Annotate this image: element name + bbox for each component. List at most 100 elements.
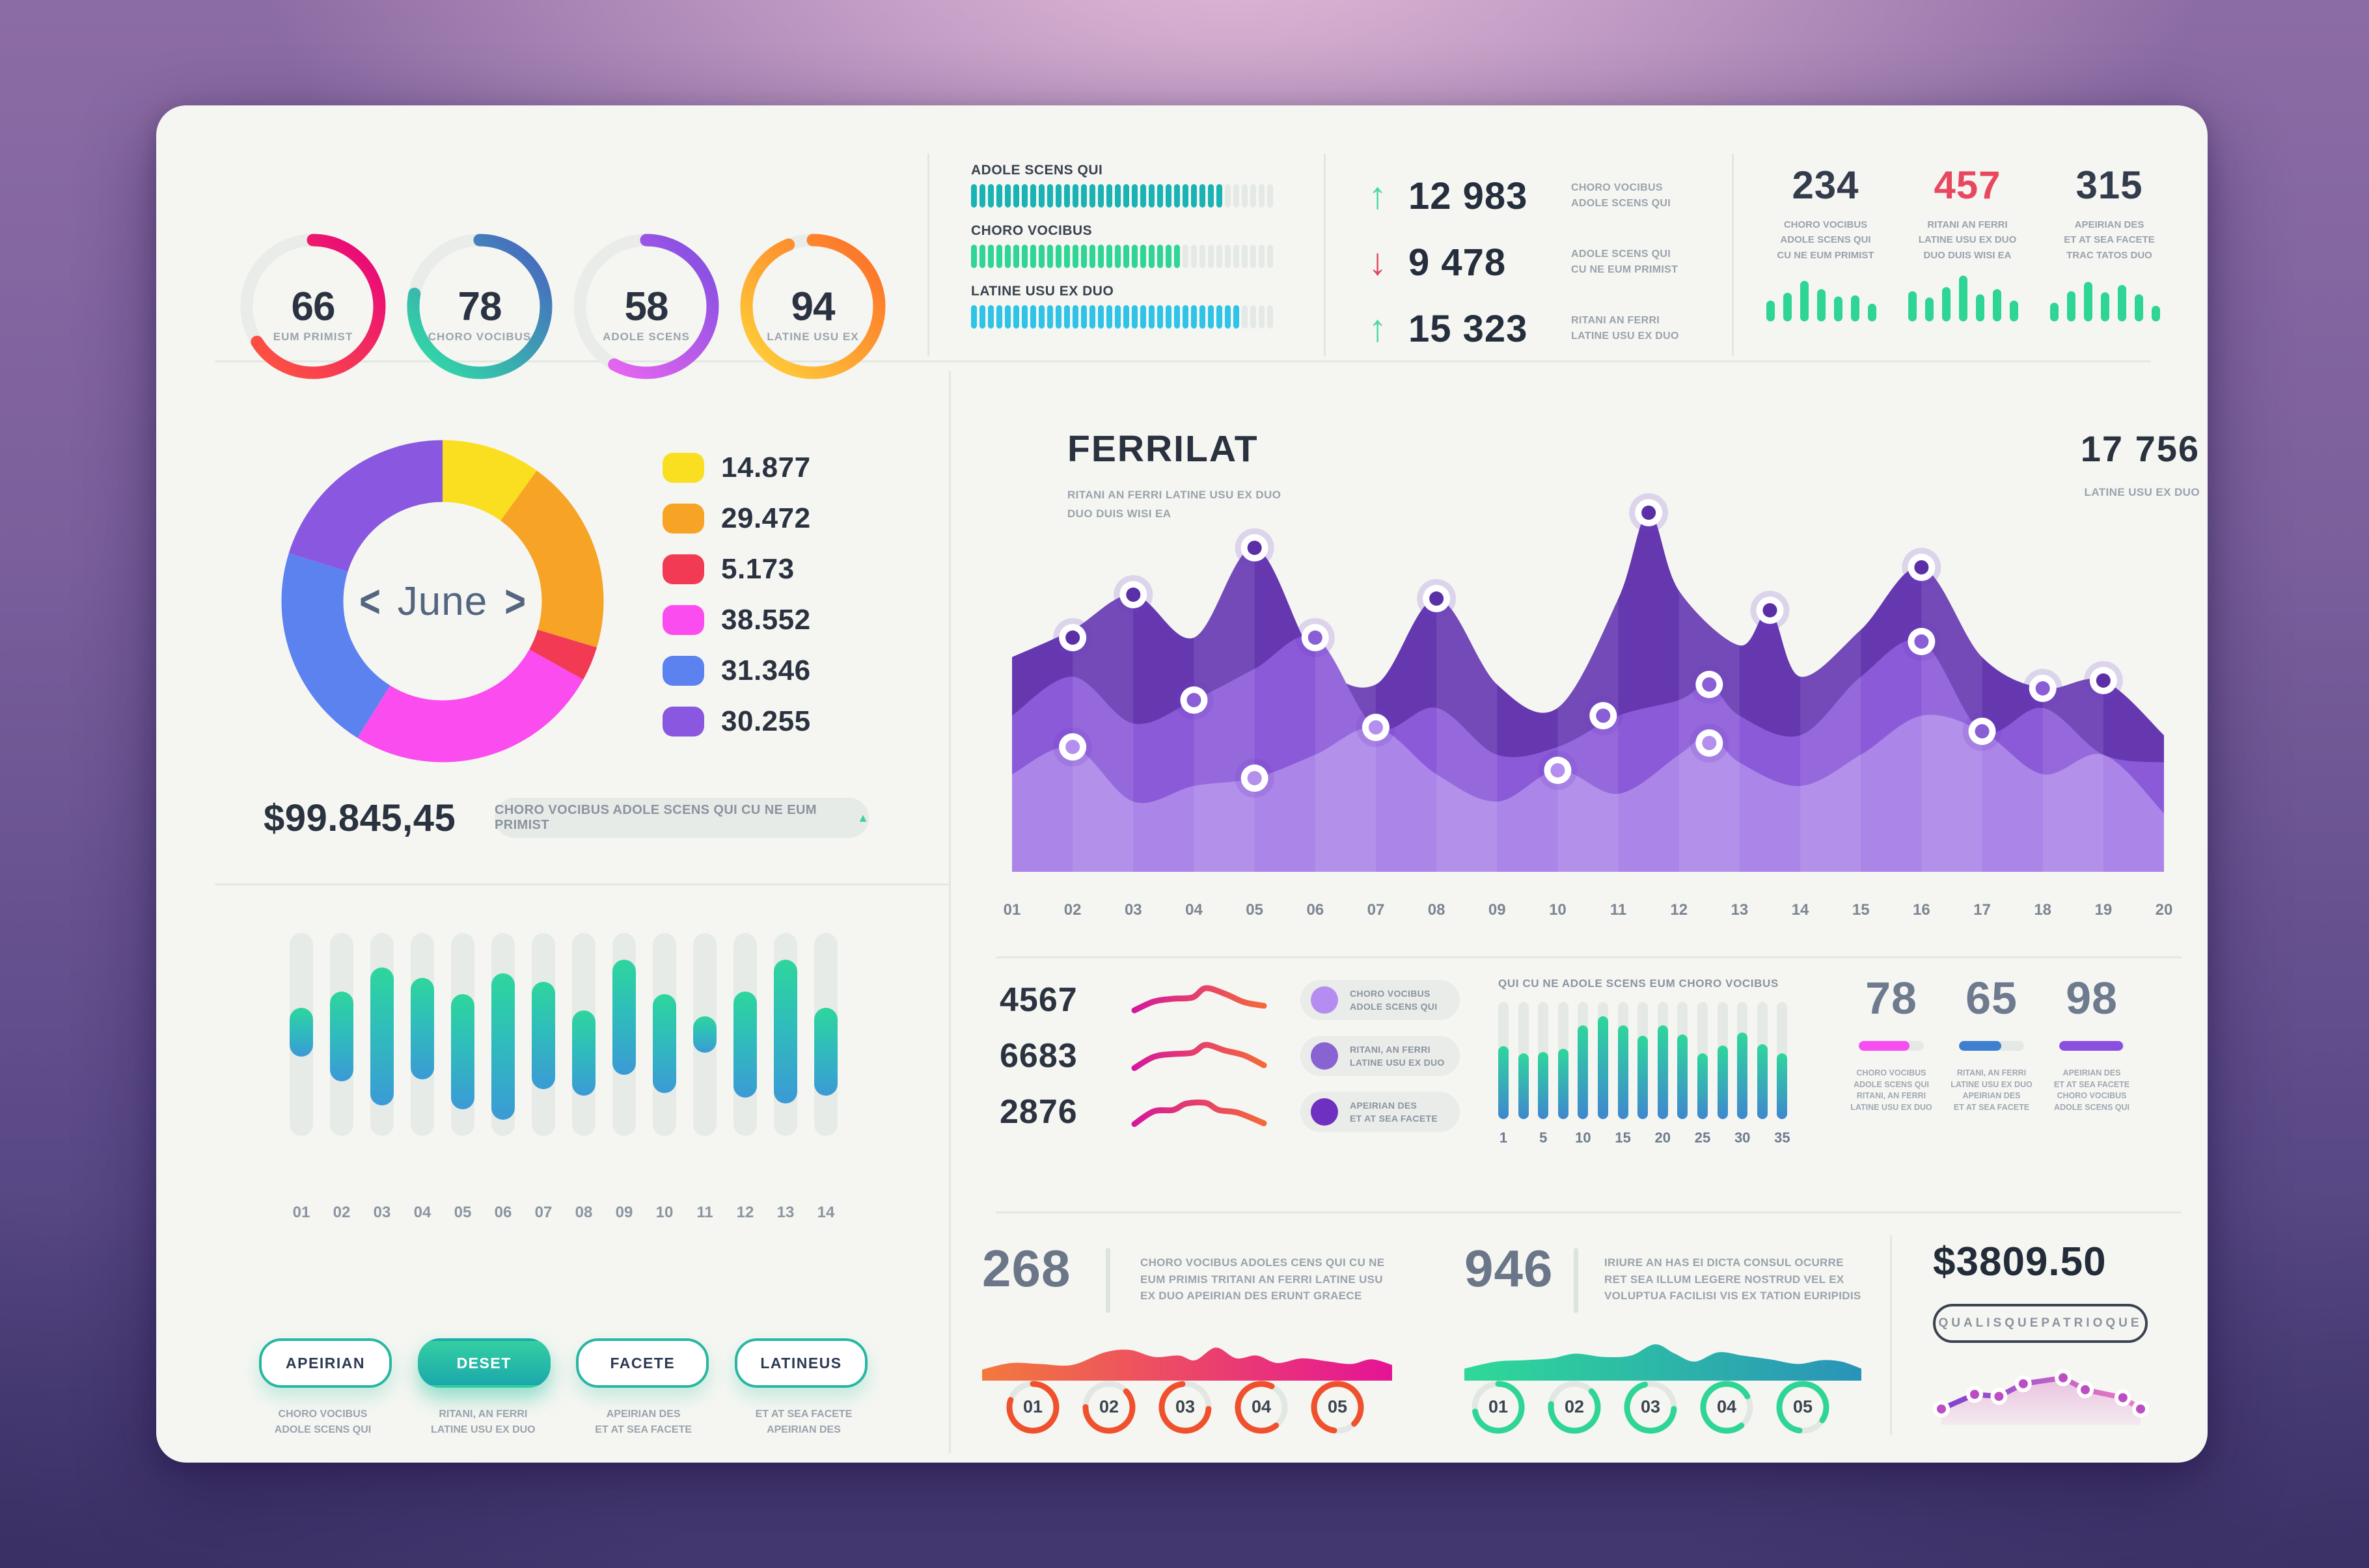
sparkline-value: 6683 — [1000, 1037, 1078, 1075]
progress-dot — [1106, 245, 1112, 268]
divider — [1732, 154, 1734, 357]
step-ring-03[interactable]: 03 — [1623, 1379, 1678, 1435]
money-pill-button[interactable]: QUALISQUEPATRIOQUE — [1933, 1304, 2148, 1343]
legend-pill: APEIRIAN DES ET AT SEA FACETE — [1300, 1092, 1460, 1132]
number-stats: 234 CHORO VOCIBUS ADOLE SCENS QUI CU NE EUM… — [1760, 163, 2180, 327]
candle-label: 05 — [454, 1204, 472, 1221]
progress-dot — [971, 305, 977, 329]
progress-dot — [1115, 245, 1121, 268]
progress-dot — [1259, 305, 1265, 329]
note-text: CHORO VOCIBUS ADOLE SCENS QUI CU NE EUM … — [495, 803, 817, 832]
progress-dot — [1208, 305, 1214, 329]
progress-dot — [1022, 245, 1028, 268]
step-ring-svg — [1700, 1381, 1753, 1434]
progress-dot — [1149, 245, 1155, 268]
gauge-label: LATINE USU EX — [767, 331, 859, 343]
progress-dot — [1149, 184, 1155, 208]
mini-bar-fill — [1737, 1032, 1748, 1119]
progress-stat-fill — [1859, 1041, 1910, 1051]
progress-dot — [1216, 245, 1222, 268]
legend-swatch — [663, 453, 704, 483]
svg-text:19: 19 — [2094, 901, 2112, 919]
step-ring-01[interactable]: 01 — [1005, 1379, 1061, 1435]
progress-dot — [1064, 305, 1070, 329]
button-facete[interactable]: FACETE — [576, 1338, 709, 1388]
mini-bar-fill — [1717, 1045, 1728, 1119]
area-946-svg — [1464, 1344, 1861, 1381]
step-ring-svg — [1776, 1381, 1829, 1434]
progress-dot — [1022, 305, 1028, 329]
progress-dot — [1242, 245, 1248, 268]
button-apeirian[interactable]: APEIRIAN — [259, 1338, 392, 1388]
arrow-stat-value: 15 323 — [1408, 307, 1528, 350]
candle-bar — [612, 959, 636, 1075]
stat-268-text: CHORO VOCIBUS ADOLES CENS QUI CU NE EUM … — [1140, 1256, 1385, 1302]
step-ring-number: 04 — [1251, 1397, 1272, 1416]
progress-dot — [1098, 245, 1104, 268]
step-ring-05[interactable]: 05 — [1775, 1379, 1831, 1435]
gauge-ring — [407, 234, 553, 379]
step-ring-05[interactable]: 05 — [1309, 1379, 1365, 1435]
mini-bar-chart-bars — [1498, 1002, 1798, 1119]
progress-dot — [1140, 184, 1146, 208]
step-ring-number: 05 — [1327, 1397, 1348, 1416]
step-ring-02[interactable]: 02 — [1546, 1379, 1602, 1435]
step-ring-number: 01 — [1488, 1397, 1509, 1416]
area-268-svg — [982, 1347, 1392, 1381]
legend-item: 29.472 — [663, 493, 811, 544]
button-caption-apeirian: CHORO VOCIBUS ADOLE SCENS QUI — [274, 1409, 372, 1435]
chart-subtitle: RITANI AN FERRI LATINE USU EX DUO DUO DU… — [1067, 486, 1281, 524]
step-ring-02[interactable]: 02 — [1081, 1379, 1137, 1435]
svg-text:06: 06 — [1306, 901, 1324, 919]
legend-item: 30.255 — [663, 696, 811, 747]
progress-dot — [1174, 184, 1180, 208]
gauge-label: EUM PRIMIST — [273, 331, 353, 343]
button-latineus[interactable]: LATINEUS — [734, 1338, 868, 1388]
step-ring-svg — [1158, 1381, 1212, 1434]
money-value: $3809.50 — [1933, 1239, 2107, 1284]
step-ring-04[interactable]: 04 — [1233, 1379, 1289, 1435]
step-ring-svg — [1472, 1381, 1525, 1434]
mini-bar-fill — [1598, 1016, 1608, 1119]
chart-title: FERRILAT — [1067, 428, 1259, 470]
progress-dot — [979, 184, 985, 208]
progress-stat-caption: CHORO VOCIBUS ADOLE SCENS QUI RITANI, AN F… — [1850, 1068, 1932, 1112]
mini-bar-fill — [1557, 1049, 1568, 1119]
step-ring-04[interactable]: 04 — [1699, 1379, 1755, 1435]
arrow-stat-row: ↑ 12 983 CHORO VOCIBUS ADOLE SCENS QUI — [1368, 163, 1723, 229]
progress-dot — [1064, 184, 1070, 208]
sparkline-chart — [1129, 1090, 1269, 1135]
divider — [1574, 1248, 1578, 1313]
mini-bar-fill — [1697, 1053, 1708, 1119]
divider — [927, 154, 929, 357]
legend-item: 5.173 — [663, 544, 811, 595]
button-deset[interactable]: DESET — [417, 1338, 551, 1388]
mini-bar-fill — [1657, 1025, 1668, 1119]
gauge-ring — [740, 234, 886, 379]
progress-dot — [1039, 245, 1045, 268]
divider — [1106, 1248, 1110, 1313]
legend-swatch — [663, 656, 704, 686]
step-ring-03[interactable]: 03 — [1157, 1379, 1213, 1435]
mini-bar-label: 10 — [1575, 1129, 1591, 1146]
progress-dot — [1267, 305, 1273, 329]
next-month-chevron[interactable]: > — [504, 575, 526, 627]
step-ring-01[interactable]: 01 — [1470, 1379, 1526, 1435]
svg-text:02: 02 — [1064, 901, 1082, 919]
sparkline-row-4567: 4567 CHORO VOCIBUS ADOLE SCENS QUI — [1000, 972, 1624, 1028]
candle-chart-labels: 01 02 03 04 05 06 07 08 09 10 11 12 13 14 — [290, 1204, 856, 1223]
step-ring-number: 04 — [1716, 1397, 1737, 1416]
stat-946: 946 — [1464, 1239, 1554, 1297]
progress-dot — [1089, 184, 1095, 208]
step-ring-svg — [1006, 1381, 1060, 1434]
stat-268-area-chart — [982, 1329, 1392, 1381]
dotted-progress-latine-usu-ex-duo: LATINE USU EX DUO — [971, 284, 1296, 329]
candle-label: 01 — [292, 1204, 310, 1221]
sparkline-row-6683: 6683 RITANI, AN FERRI LATINE USU EX DUO — [1000, 1028, 1624, 1084]
progress-dot — [1225, 184, 1231, 208]
candle-bar — [733, 992, 757, 1098]
prev-month-chevron[interactable]: < — [359, 575, 381, 627]
progress-dot — [1199, 245, 1205, 268]
dotted-progress-choro-vocibus: CHORO VOCIBUS — [971, 223, 1296, 268]
